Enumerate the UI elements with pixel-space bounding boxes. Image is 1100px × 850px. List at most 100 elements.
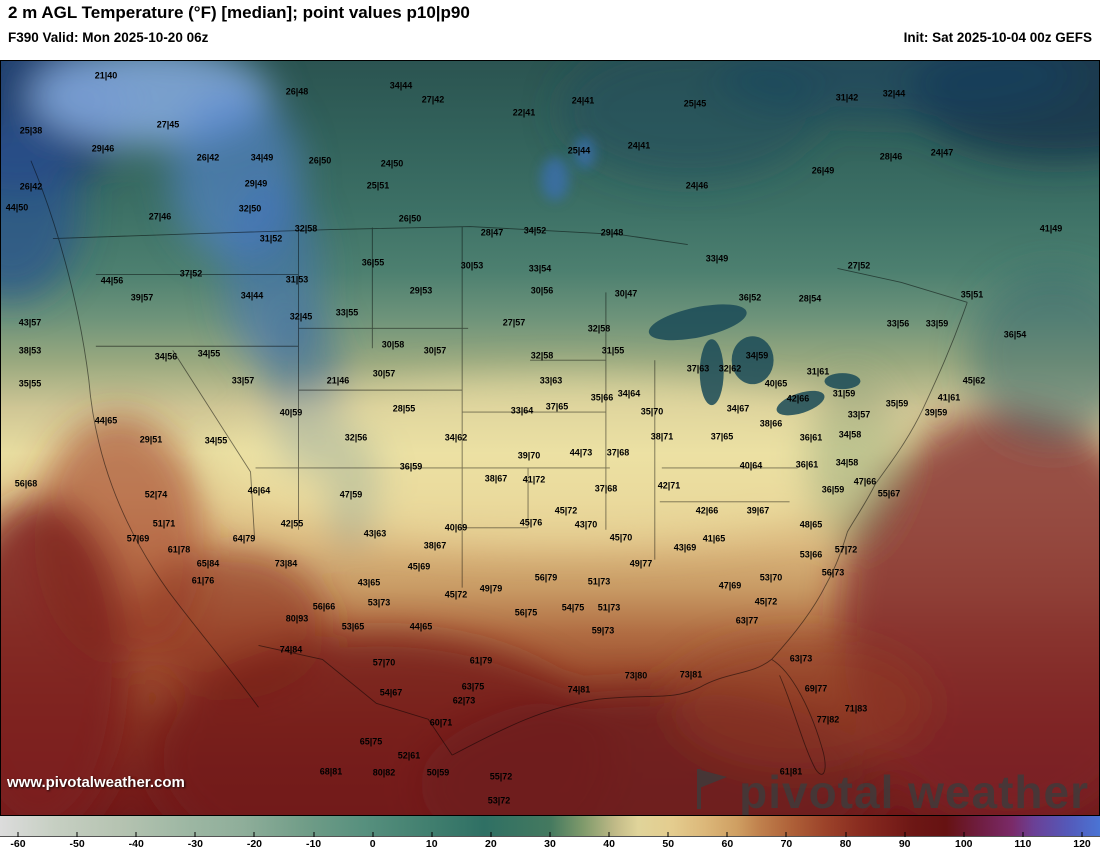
point-value: 41|65 [702,533,726,544]
point-value: 31|59 [832,388,856,399]
point-value: 45|62 [962,375,986,386]
colorbar-tickmark [490,832,492,837]
point-value: 44|73 [569,447,593,458]
canada-lakes [541,136,595,201]
colorbar-tick-label: 90 [898,838,911,850]
point-value: 36|59 [821,484,845,495]
point-value: 22|41 [512,107,536,118]
point-value: 73|80 [624,670,648,681]
point-value: 29|49 [244,178,268,189]
point-value: 54|67 [379,687,403,698]
colorbar-tick-label: 110 [1014,838,1032,850]
point-value: 56|79 [534,572,558,583]
point-value: 37|65 [545,401,569,412]
point-value: 35|70 [640,406,664,417]
colorbar-tick-label: 10 [425,838,438,850]
point-value: 69|77 [804,683,828,694]
point-value: 48|65 [799,519,823,530]
point-value: 36|55 [361,257,385,268]
point-value: 34|58 [835,457,859,468]
point-value: 33|57 [847,409,871,420]
colorbar-tick-label: 50 [662,838,675,850]
point-value: 74|81 [567,684,591,695]
point-value: 36|61 [795,459,819,470]
point-value: 34|49 [250,152,274,163]
point-value: 33|49 [705,253,729,264]
point-value: 55|72 [489,771,513,782]
point-value: 36|59 [399,461,423,472]
point-values-layer: 21|40 26|48 34|44 27|42 22|41 24|41 25|45 31|42… [1,61,1099,815]
point-value: 34|56 [154,351,178,362]
point-value: 74|84 [279,644,303,655]
colorbar-tickmark [785,832,787,837]
point-value: 40|65 [764,378,788,389]
point-value: 51|71 [152,518,176,529]
point-value: 36|54 [1003,329,1027,340]
colorbar-tick-label: -40 [128,838,144,850]
point-value: 65|84 [196,558,220,569]
colorbar-tickmark [431,832,433,837]
point-value: 34|44 [240,290,264,301]
point-value: 24|41 [571,95,595,106]
point-value: 24|41 [627,140,651,151]
point-value: 57|70 [372,657,396,668]
colorbar-tickmark [667,832,669,837]
point-value: 37|68 [594,483,618,494]
point-value: 28|54 [798,293,822,304]
point-value: 38|71 [650,431,674,442]
pivotal-flag-icon [697,769,728,809]
point-value: 56|66 [312,601,336,612]
point-value: 44|65 [409,621,433,632]
colorbar-tick-label: -10 [305,838,322,850]
product-title: 2 m AGL Temperature (°F) [median]; point… [8,3,470,22]
colorbar-tickmark [253,832,255,837]
point-value: 26|48 [285,86,309,97]
colorbar-tick-label: 70 [780,838,793,850]
point-value: 45|76 [519,517,543,528]
colorbar-tickmark [76,832,78,837]
colorbar-tickmark [313,832,315,837]
site-url-watermark: www.pivotalweather.com [7,774,185,791]
point-value: 34|62 [444,432,468,443]
point-value: 38|66 [759,418,783,429]
point-value: 40|69 [444,522,468,533]
point-value: 57|72 [834,544,858,555]
point-value: 34|55 [204,435,228,446]
point-value: 26|42 [19,181,43,192]
point-value: 26|49 [811,165,835,176]
point-value: 32|45 [289,311,313,322]
point-value: 53|73 [367,597,391,608]
point-value: 57|69 [126,533,150,544]
point-value: 36|61 [799,432,823,443]
colorbar-tickmark [963,832,965,837]
point-value: 32|50 [238,203,262,214]
point-value: 55|67 [877,488,901,499]
great-lakes [648,304,861,416]
point-value: 53|65 [341,621,365,632]
point-value: 63|77 [735,615,759,626]
colorbar-tick-label: 100 [955,838,973,850]
point-value: 37|65 [710,431,734,442]
point-value: 32|58 [294,223,318,234]
point-value: 35|66 [590,392,614,403]
point-value: 43|70 [574,519,598,530]
colorbar-tickmark [549,832,551,837]
point-value: 33|64 [510,405,534,416]
point-value: 44|56 [100,275,124,286]
point-value: 43|65 [357,577,381,588]
colorbar-tickmark [1081,832,1083,837]
colorbar-tick-label: -30 [187,838,203,850]
point-value: 33|54 [528,263,552,274]
point-value: 33|55 [335,307,359,318]
point-value: 52|61 [397,750,421,761]
colorbar-tick-label: 20 [485,838,497,850]
point-value: 44|50 [5,202,29,213]
point-value: 24|46 [685,180,709,191]
point-value: 29|53 [409,285,433,296]
colorbar-tickmark [904,832,906,837]
point-value: 34|64 [617,388,641,399]
point-value: 61|76 [191,575,215,586]
point-value: 61|78 [167,544,191,555]
colorbar-tick-label: 0 [369,838,376,850]
